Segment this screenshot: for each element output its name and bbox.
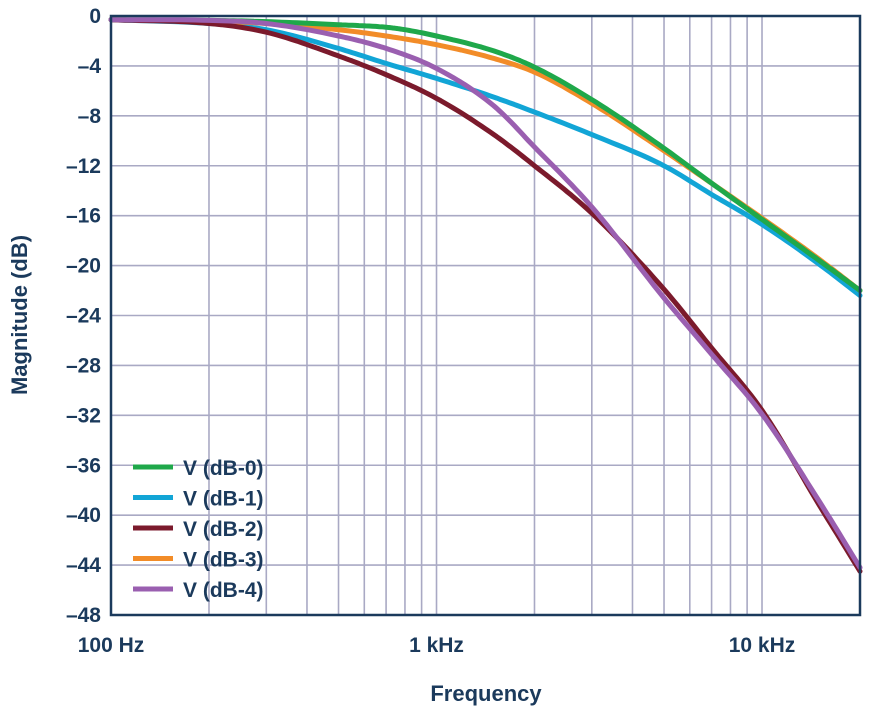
x-tick-label: 100 Hz — [78, 634, 145, 657]
y-tick-label: –48 — [66, 604, 101, 627]
y-tick-label: –36 — [66, 454, 101, 477]
y-axis-title: Magnitude (dB) — [7, 235, 32, 395]
series-line-4 — [108, 17, 863, 571]
y-tick-label: –40 — [66, 504, 101, 527]
plot-frame — [109, 14, 862, 617]
legend-label: V (dB-0) — [183, 457, 264, 480]
y-tick-label: –16 — [66, 205, 101, 228]
y-tick-label: –44 — [66, 554, 101, 577]
legend-label: V (dB-4) — [183, 579, 264, 602]
y-tick-label: –8 — [78, 105, 102, 128]
series-lines — [108, 17, 863, 574]
y-tick-label: –20 — [66, 255, 101, 278]
y-tick-label: –24 — [66, 305, 101, 328]
y-tick-label: –4 — [78, 55, 102, 78]
series-line-2 — [108, 17, 863, 574]
legend-label: V (dB-2) — [183, 518, 264, 541]
legend-label: V (dB-1) — [183, 488, 264, 511]
y-tick-labels: 0 –4 –8 –12 –16 –20 –24 –28 –32 –36 –40 –44 –48 — [66, 5, 101, 627]
x-tick-label: 10 kHz — [729, 634, 796, 657]
legend: V (dB-0) V (dB-1) V (dB-2) V (dB-3) V (dB-4) — [133, 457, 264, 602]
y-tick-label: –32 — [66, 404, 101, 427]
series-line-1 — [108, 17, 863, 298]
x-tick-label: 1 kHz — [409, 634, 464, 657]
x-tick-labels: 100 Hz 1 kHz 10 kHz — [78, 634, 796, 657]
y-tick-label: –28 — [66, 354, 101, 377]
series-line-0 — [108, 17, 863, 293]
x-axis-title: Frequency — [430, 681, 542, 706]
y-tick-label: 0 — [89, 5, 101, 28]
y-tick-label: –12 — [66, 155, 101, 178]
legend-label: V (dB-3) — [183, 549, 264, 572]
